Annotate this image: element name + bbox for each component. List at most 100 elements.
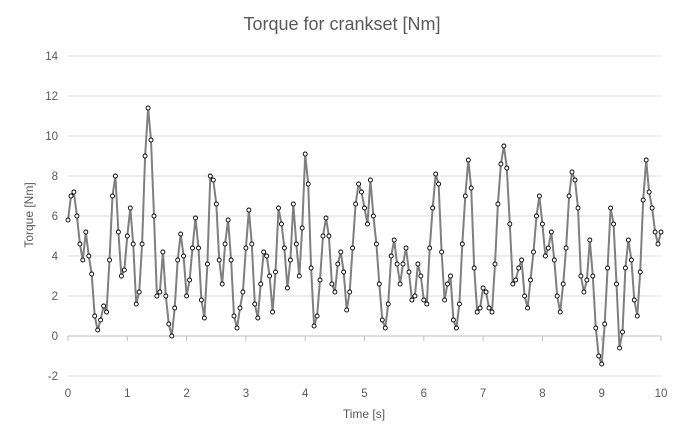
data-point [474,309,480,315]
data-point [646,189,652,195]
data-point [436,181,442,187]
data-point [614,281,619,287]
y-tick-label: 10 [45,131,58,143]
x-tick-label: 9 [598,388,604,400]
data-point [270,309,276,315]
data-point [658,229,664,235]
data-point [584,277,590,283]
data-point [459,241,465,247]
data-point [433,171,439,177]
data-point [243,245,249,251]
data-point [489,309,495,315]
data-point [335,261,341,267]
data-point [65,217,71,223]
data-point [219,281,225,287]
data-point [465,157,471,163]
data-point [279,221,284,227]
data-point [391,237,397,243]
data-point [344,307,350,313]
data-point [237,305,243,311]
x-tick-label: 3 [243,388,249,400]
data-point [605,265,611,271]
data-point [397,281,403,287]
data-point [121,267,127,273]
data-point [620,329,625,335]
x-tick-label: 5 [361,388,367,400]
data-point [548,229,554,235]
data-point [442,297,448,303]
data-point [71,189,77,195]
data-point [477,305,483,311]
data-point [353,201,359,207]
y-tick-labels: -2 0 2 4 6 8 10 12 14 [45,51,58,383]
data-point [542,253,548,259]
data-point [127,205,133,211]
data-point [634,313,640,319]
data-point [578,273,584,279]
data-point [628,257,634,263]
data-point [388,253,394,259]
data-point [643,157,649,163]
data-point [575,205,581,211]
data-point [332,289,338,295]
data-point [267,273,273,279]
data-point [293,241,299,247]
data-point [453,325,459,331]
data-point [534,213,539,219]
y-tick-label: 2 [52,291,58,303]
data-point [249,241,255,247]
data-point [258,281,264,287]
chart-title: Torque for crankset [Nm] [243,14,440,34]
x-tick-label: 4 [302,388,309,400]
data-point [617,345,622,351]
data-point [625,237,631,243]
data-point [329,281,335,287]
data-point [148,137,154,143]
y-tick-label: -2 [48,371,58,383]
data-point [516,265,522,271]
x-tick-label: 10 [655,388,668,400]
y-tick-label: 6 [52,211,58,223]
data-point [207,173,213,179]
y-tick-label: 4 [52,251,59,263]
data-point [281,245,287,251]
data-point [492,261,498,267]
data-point [213,201,219,207]
data-point [302,151,308,157]
data-point [166,321,172,327]
data-point [350,245,356,251]
data-point [421,297,427,303]
data-point [326,233,332,239]
data-point [539,221,545,227]
data-point [581,289,587,295]
data-point [89,271,95,277]
data-point [403,245,409,251]
x-tick-label: 0 [65,388,71,400]
data-point [379,317,385,323]
data-point [181,253,187,259]
data-point [216,257,222,263]
data-point [462,193,468,199]
data-point [528,277,533,283]
data-point [136,289,142,295]
data-point [190,245,195,251]
data-point [338,249,344,255]
data-point [86,253,92,259]
data-point [163,293,169,299]
data-point [228,257,234,263]
data-point [525,305,531,311]
data-point [77,241,83,247]
data-point [83,229,89,235]
data-point [572,177,578,183]
data-point [101,303,107,309]
data-point [92,313,98,319]
data-point [519,257,525,263]
x-tick-labels: 0 1 2 3 4 5 6 7 8 9 10 [65,388,668,400]
data-point [308,265,314,271]
data-point [483,289,489,295]
data-point [531,249,536,255]
data-point [370,213,376,219]
data-point [133,301,139,307]
